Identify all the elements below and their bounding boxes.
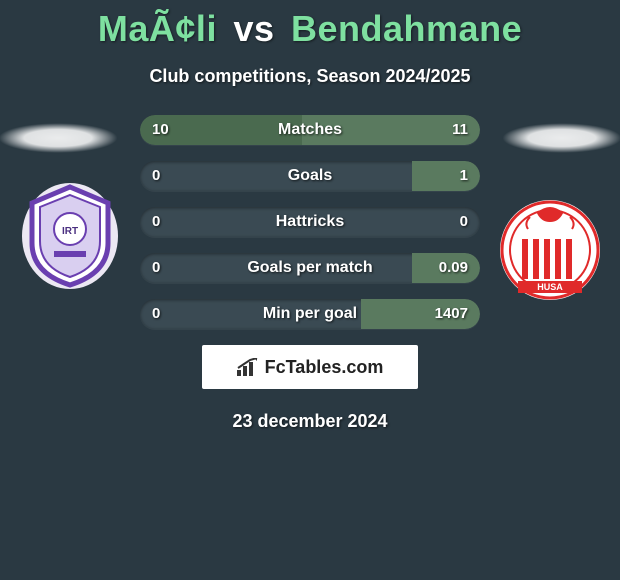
svg-text:IRT: IRT (62, 226, 78, 237)
stat-value-left: 0 (152, 299, 160, 329)
stat-label: Goals (140, 161, 480, 191)
stat-bar: Matches10 11 (140, 115, 480, 145)
svg-text:HUSA: HUSA (537, 282, 563, 292)
stat-row: Matches10 11 (140, 115, 480, 145)
player1-shadow (0, 123, 118, 153)
club-badge-left: IRT (20, 181, 120, 291)
club-badge-right: HUSA (500, 195, 600, 305)
stat-value-right: 11 (452, 115, 468, 145)
stat-value-right: 1 (460, 161, 468, 191)
chart-icon (237, 358, 259, 376)
stat-label: Hattricks (140, 207, 480, 237)
stat-value-left: 0 (152, 207, 160, 237)
stat-row: Hattricks0 0 (140, 207, 480, 237)
player2-shadow (502, 123, 620, 153)
club-crest-right-icon: HUSA (500, 195, 600, 305)
stat-label: Matches (140, 115, 480, 145)
footer-date: 23 december 2024 (0, 411, 620, 432)
watermark: FcTables.com (202, 345, 418, 389)
player1-name: MaÃ¢li (98, 8, 217, 49)
stat-label: Min per goal (140, 299, 480, 329)
stat-value-right: 1407 (435, 299, 468, 329)
stat-row: Goals per match0 0.09 (140, 253, 480, 283)
stat-label: Goals per match (140, 253, 480, 283)
stat-bar: Goals per match0 0.09 (140, 253, 480, 283)
watermark-text: FcTables.com (265, 357, 384, 378)
stat-bar: Min per goal0 1407 (140, 299, 480, 329)
comparison-title: MaÃ¢li vs Bendahmane (0, 0, 620, 50)
stat-value-right: 0.09 (439, 253, 468, 283)
stat-row: Min per goal0 1407 (140, 299, 480, 329)
stat-value-left: 0 (152, 161, 160, 191)
stat-bar: Hattricks0 0 (140, 207, 480, 237)
stat-bars: Matches1011Goals01Hattricks00Goals per m… (140, 115, 480, 329)
club-crest-left-icon: IRT (20, 181, 120, 291)
stat-row: Goals0 1 (140, 161, 480, 191)
stat-value-left: 0 (152, 253, 160, 283)
stat-value-left: 10 (152, 115, 169, 145)
comparison-stage: IRT HUSA Matches1011Goa (0, 115, 620, 329)
subtitle: Club competitions, Season 2024/2025 (0, 66, 620, 87)
stat-bar: Goals0 1 (140, 161, 480, 191)
stat-value-right: 0 (460, 207, 468, 237)
vs-separator: vs (233, 8, 274, 49)
player2-name: Bendahmane (291, 8, 522, 49)
